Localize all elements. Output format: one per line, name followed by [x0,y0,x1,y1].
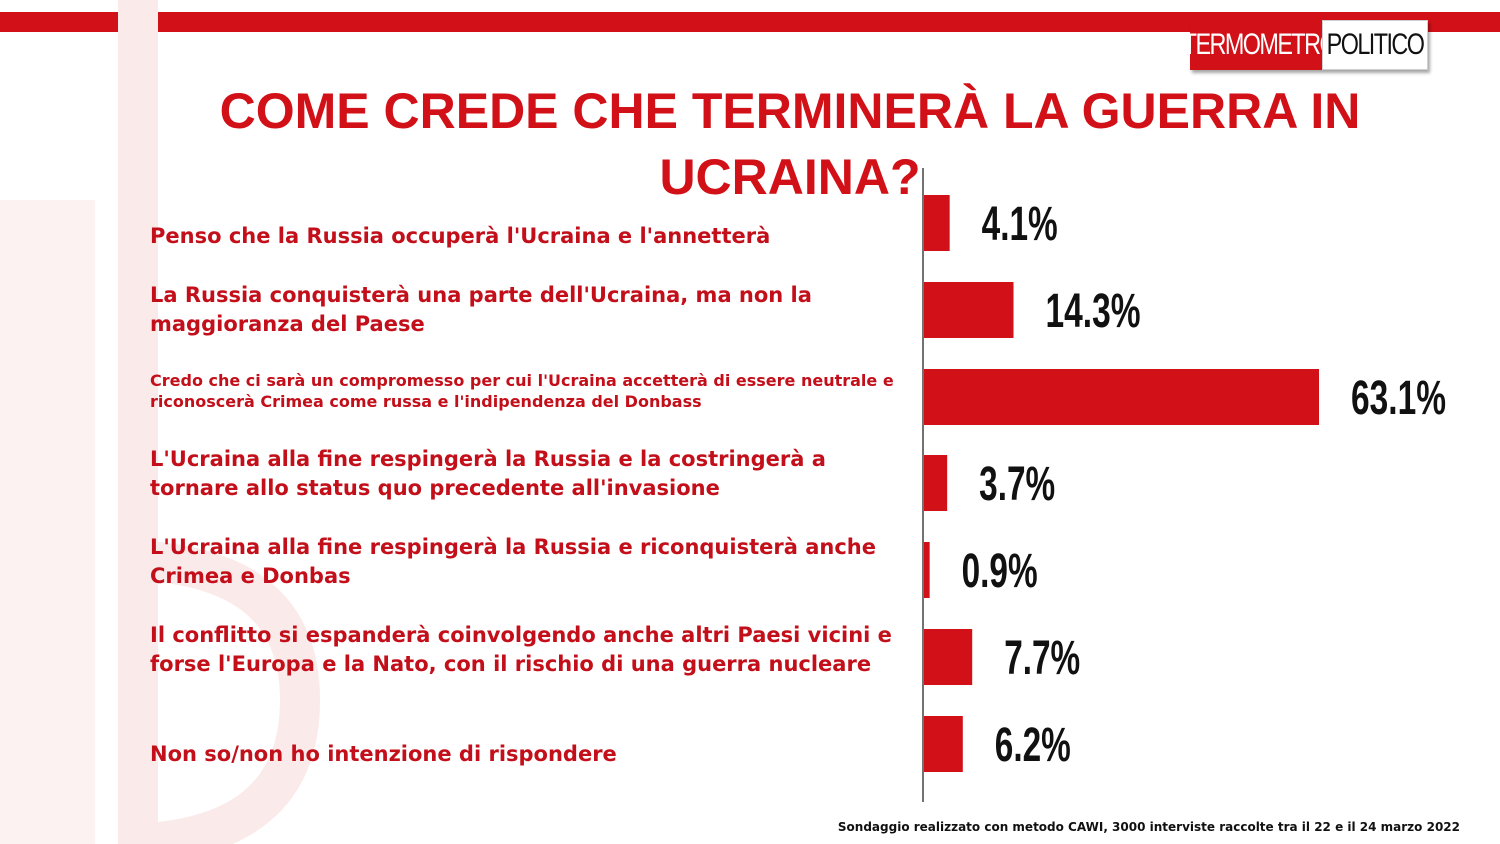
data-label-5: 0.9% [962,545,1038,598]
top-red-bar [0,12,1500,32]
bar-6 [924,629,973,685]
bar-4 [924,455,948,511]
data-label-6: 7.7% [1004,632,1080,685]
bar-3 [924,369,1319,425]
data-label-3: 63.1% [1351,372,1446,425]
logo-part-termometro: TERMOMETRO [1183,20,1338,70]
bar-1 [924,195,950,251]
chart-title: COME CREDE CHE TERMINERÀ LA GUERRA IN UC… [219,83,1361,205]
termometro-politico-logo: TERMOMETRO POLITICO [1183,20,1428,70]
bar-7 [924,716,963,772]
category-label-2: La Russia conquisterà una parte dell'Ucr… [150,283,812,336]
category-label-3: Credo che ci sarà un compromesso per cui… [150,371,894,411]
category-label-4: L'Ucraina alla fine respingerà la Russia… [150,447,826,500]
category-label-7: Non so/non ho intenzione di rispondere [150,742,617,766]
logo-part-politico: POLITICO [1322,20,1428,70]
category-label-5: L'Ucraina alla fine respingerà la Russia… [150,535,876,588]
survey-footnote: Sondaggio realizzato con metodo CAWI, 30… [837,820,1460,834]
category-label-6: Il conflitto si espanderà coinvolgendo a… [150,623,892,676]
data-label-4: 3.7% [979,458,1055,511]
data-label-1: 4.1% [982,198,1058,251]
data-label-7: 6.2% [995,719,1071,772]
bar-2 [924,282,1014,338]
data-label-2: 14.3% [1046,285,1141,338]
bar-5 [924,542,930,598]
category-label-1: Penso che la Russia occuperà l'Ucraina e… [150,224,771,248]
